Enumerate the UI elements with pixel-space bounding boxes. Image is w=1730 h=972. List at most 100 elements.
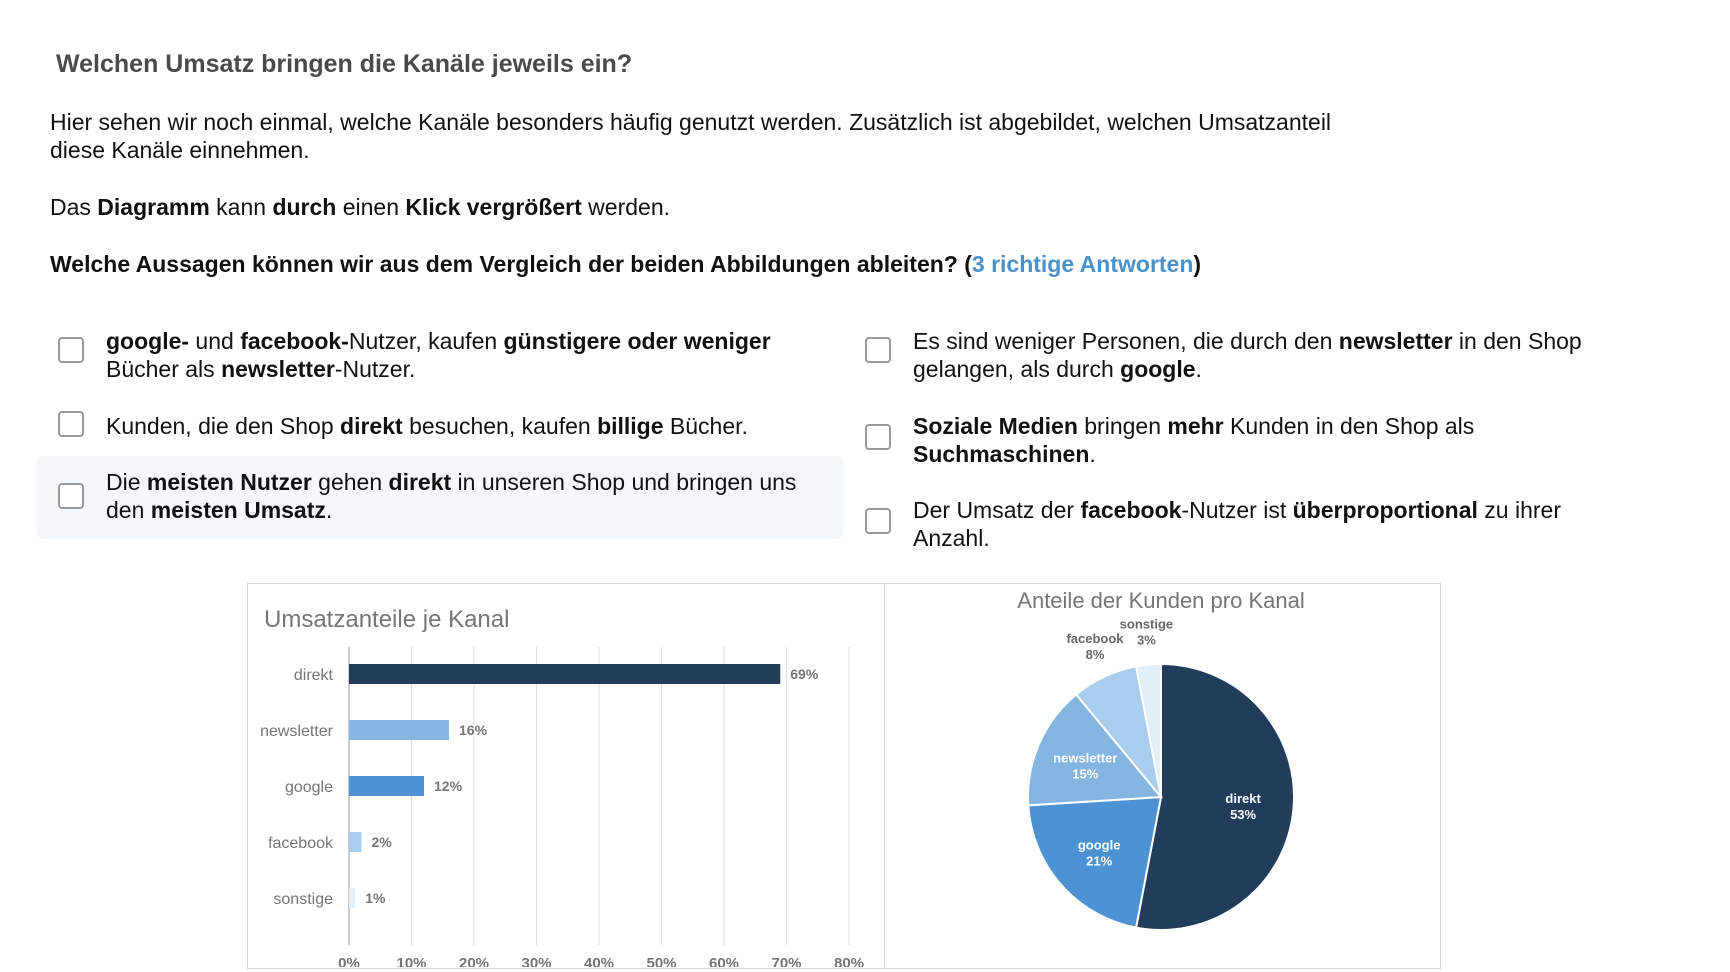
text-segment: besuchen, kaufen bbox=[402, 413, 598, 439]
x-tick-label: 40% bbox=[584, 955, 614, 967]
bar-value-label: 12% bbox=[434, 778, 463, 794]
text-segment: werden. bbox=[581, 194, 671, 220]
answer-option-1[interactable]: google- und facebook-Nutzer, kaufen güns… bbox=[36, 325, 836, 385]
option-label: Die meisten Nutzer gehen direkt in unser… bbox=[106, 468, 834, 524]
answer-option-3[interactable]: Die meisten Nutzer gehen direkt in unser… bbox=[36, 456, 844, 539]
text-segment: einen bbox=[336, 194, 406, 220]
bold-segment: mehr bbox=[1167, 413, 1224, 439]
pie-label: facebook bbox=[1066, 631, 1124, 646]
bold-segment: Klick vergrößert bbox=[405, 194, 582, 220]
text-segment: und bbox=[189, 328, 241, 354]
text-segment: . bbox=[1195, 356, 1202, 382]
pie-value-label: 3% bbox=[1137, 633, 1156, 648]
pie-slice-newsletter bbox=[1027, 693, 1164, 807]
pie-label: sonstige bbox=[1120, 617, 1173, 632]
option-label: Kunden, die den Shop direkt besuchen, ka… bbox=[106, 412, 826, 440]
pie-value-label: 8% bbox=[1086, 647, 1105, 662]
checkbox[interactable] bbox=[865, 424, 891, 450]
bar-google bbox=[349, 776, 424, 796]
checkbox[interactable] bbox=[865, 337, 891, 363]
x-tick-label: 20% bbox=[459, 955, 489, 967]
question-end: ) bbox=[1193, 251, 1202, 277]
x-tick-label: 0% bbox=[338, 955, 360, 967]
bold-segment: günstigere oder weniger bbox=[503, 328, 771, 354]
correct-answers-hint: 3 richtige Antworten bbox=[971, 251, 1194, 277]
text-segment: Der Umsatz der bbox=[913, 497, 1081, 523]
text-segment: . bbox=[325, 497, 333, 523]
bar-sonstige bbox=[349, 888, 356, 908]
answer-option-2[interactable]: Kunden, die den Shop direkt besuchen, ka… bbox=[36, 402, 836, 452]
text-segment: Das bbox=[50, 194, 98, 220]
bar-value-label: 1% bbox=[365, 890, 386, 906]
checkbox[interactable] bbox=[865, 508, 891, 534]
bold-segment: meisten Nutzer bbox=[146, 469, 312, 495]
bold-segment: Soziale Medien bbox=[913, 413, 1078, 439]
chart-title: Anteile der Kunden pro Kanal bbox=[1017, 588, 1304, 613]
bold-segment: facebook- bbox=[240, 328, 349, 354]
text-segment: Bücher als bbox=[106, 356, 222, 382]
answer-option-4[interactable]: Es sind weniger Personen, die durch den … bbox=[843, 325, 1643, 385]
bold-segment: newsletter bbox=[221, 356, 335, 382]
text-segment: Kunden in den Shop als bbox=[1223, 413, 1475, 439]
y-category-label: newsletter bbox=[260, 723, 334, 740]
x-tick-label: 80% bbox=[834, 955, 864, 967]
bold-segment: google- bbox=[106, 328, 190, 354]
bold-segment: durch bbox=[272, 194, 337, 220]
x-tick-label: 30% bbox=[521, 955, 551, 967]
bold-segment: überproportional bbox=[1292, 497, 1478, 523]
hint-text: Das Diagramm kann durch einen Klick verg… bbox=[50, 193, 1350, 221]
x-tick-label: 70% bbox=[771, 955, 801, 967]
pie-label: direkt bbox=[1225, 791, 1261, 806]
page-title: Welchen Umsatz bringen die Kanäle jeweil… bbox=[56, 50, 633, 78]
pie-value-label: 53% bbox=[1230, 807, 1256, 822]
question-main: Welche Aussagen können wir aus dem Vergl… bbox=[50, 251, 972, 277]
bold-segment: Suchmaschinen bbox=[913, 441, 1090, 467]
bar-value-label: 2% bbox=[372, 834, 393, 850]
bar-newsletter bbox=[349, 720, 449, 740]
pie-value-label: 15% bbox=[1072, 766, 1098, 781]
text-segment: in unseren Shop und bringen uns den bbox=[106, 469, 797, 523]
text-segment: Kunden, die den Shop bbox=[106, 413, 341, 439]
y-category-label: google bbox=[285, 779, 333, 796]
checkbox[interactable] bbox=[58, 337, 84, 363]
answer-option-6[interactable]: Der Umsatz der facebook-Nutzer ist überp… bbox=[843, 492, 1643, 552]
bar-direkt bbox=[349, 664, 781, 684]
bold-segment: Diagramm bbox=[97, 194, 210, 220]
pie-value-label: 21% bbox=[1086, 854, 1112, 869]
text-segment: -Nutzer. bbox=[334, 356, 416, 382]
bar-value-label: 69% bbox=[790, 666, 819, 682]
chart-title: Umsatzanteile je Kanal bbox=[264, 606, 509, 633]
bold-segment: facebook bbox=[1080, 497, 1182, 523]
bold-segment: direkt bbox=[388, 469, 452, 495]
option-label: google- und facebook-Nutzer, kaufen güns… bbox=[106, 327, 826, 383]
x-tick-label: 10% bbox=[396, 955, 426, 967]
text-segment: Nutzer, kaufen bbox=[348, 328, 504, 354]
pie-slice-direkt bbox=[1134, 662, 1295, 931]
bar-value-label: 16% bbox=[459, 722, 488, 738]
y-category-label: sonstige bbox=[273, 891, 333, 908]
pie-slice-google bbox=[1027, 795, 1163, 929]
bold-segment: billige bbox=[597, 413, 664, 439]
bold-segment: google bbox=[1120, 356, 1196, 382]
text-segment: Die bbox=[106, 469, 147, 495]
bar-chart-panel[interactable]: Umsatzanteile je Kanal 0% 10% 20% 30% 40% 50% 6… bbox=[247, 583, 885, 972]
text-segment: bringen bbox=[1077, 413, 1168, 439]
pie-label: google bbox=[1078, 838, 1121, 853]
pie-label: newsletter bbox=[1053, 750, 1117, 765]
text-segment: . bbox=[1089, 441, 1096, 467]
answer-option-5[interactable]: Soziale Medien bringen mehr Kunden in de… bbox=[843, 408, 1643, 468]
y-category-label: direkt bbox=[294, 667, 334, 684]
text-segment: Es sind weniger Personen, die durch den bbox=[913, 328, 1339, 354]
text-segment: in den Shop gelangen, als durch bbox=[913, 328, 1582, 382]
x-tick-label: 60% bbox=[709, 955, 739, 967]
option-label: Soziale Medien bringen mehr Kunden in de… bbox=[913, 412, 1633, 468]
bold-segment: newsletter bbox=[1338, 328, 1453, 354]
text-segment: gehen bbox=[311, 469, 389, 495]
y-category-label: facebook bbox=[268, 835, 334, 852]
bold-segment: direkt bbox=[340, 413, 403, 439]
checkbox[interactable] bbox=[58, 411, 84, 437]
option-label: Der Umsatz der facebook-Nutzer ist überp… bbox=[913, 496, 1633, 552]
checkbox[interactable] bbox=[58, 483, 84, 509]
pie-chart-panel[interactable]: Anteile der Kunden pro Kanal direkt 53% goo… bbox=[884, 583, 1441, 969]
